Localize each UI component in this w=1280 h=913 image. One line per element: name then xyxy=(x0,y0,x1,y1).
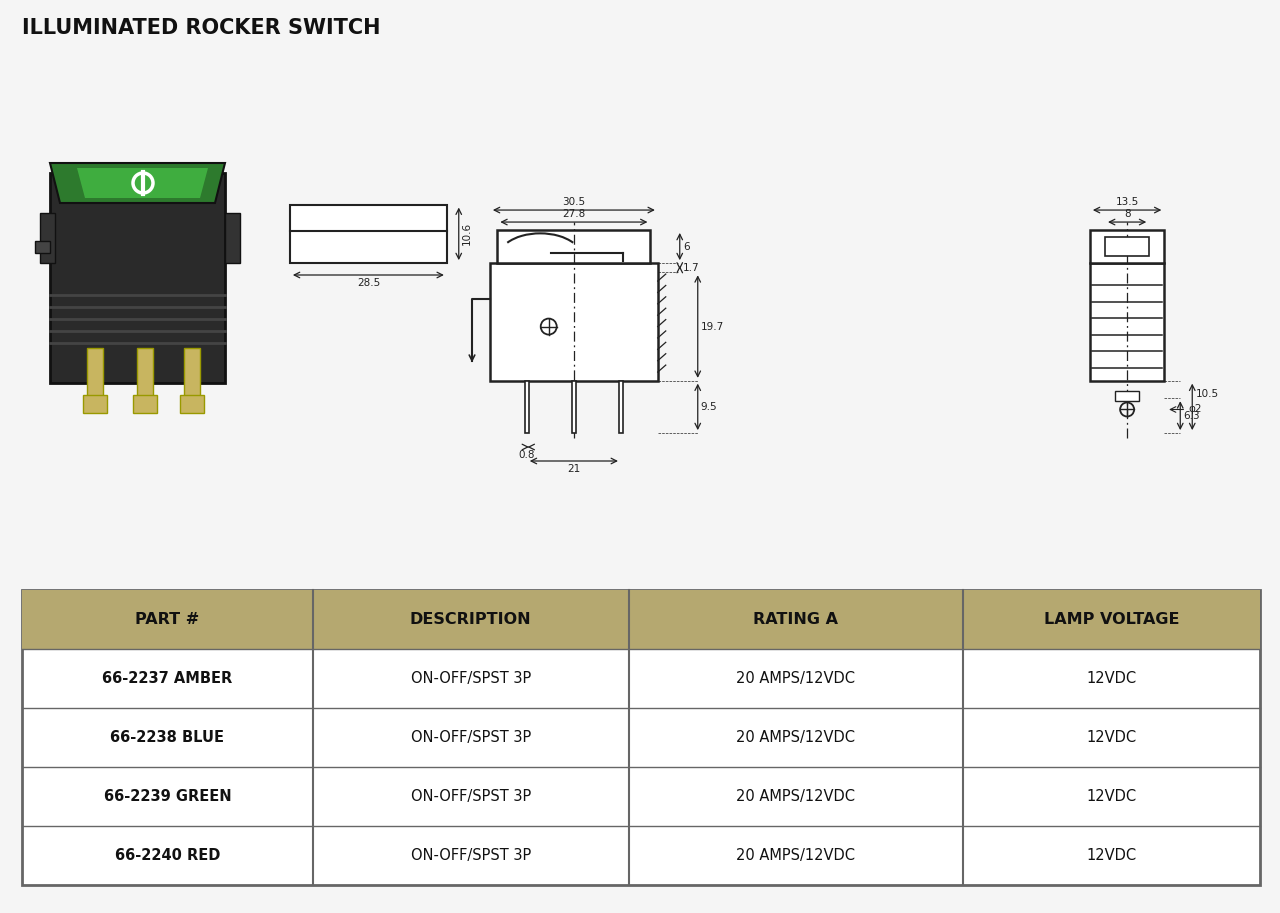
Bar xyxy=(87,348,102,403)
Bar xyxy=(1105,236,1149,257)
Text: RATING A: RATING A xyxy=(753,612,838,627)
Bar xyxy=(618,381,623,433)
Text: PART #: PART # xyxy=(136,612,200,627)
Bar xyxy=(498,230,650,263)
Bar xyxy=(83,395,108,413)
Text: LAMP VOLTAGE: LAMP VOLTAGE xyxy=(1043,612,1179,627)
Text: 20 AMPS/12VDC: 20 AMPS/12VDC xyxy=(736,789,855,804)
Text: 10.5: 10.5 xyxy=(1197,389,1220,399)
Bar xyxy=(490,263,658,381)
Bar xyxy=(22,590,1260,649)
Text: 20 AMPS/12VDC: 20 AMPS/12VDC xyxy=(736,671,855,686)
Text: 66-2237 AMBER: 66-2237 AMBER xyxy=(102,671,233,686)
Text: ON-OFF/SPST 3P: ON-OFF/SPST 3P xyxy=(411,848,531,863)
Text: 12VDC: 12VDC xyxy=(1087,671,1137,686)
Text: φ2: φ2 xyxy=(1188,404,1202,415)
Text: 8: 8 xyxy=(1124,209,1130,219)
Text: 9.5: 9.5 xyxy=(700,402,717,412)
Bar xyxy=(1115,391,1139,401)
Text: 66-2239 GREEN: 66-2239 GREEN xyxy=(104,789,232,804)
Bar xyxy=(1091,230,1165,263)
Bar xyxy=(40,213,55,263)
Text: 12VDC: 12VDC xyxy=(1087,789,1137,804)
Text: ON-OFF/SPST 3P: ON-OFF/SPST 3P xyxy=(411,789,531,804)
Bar xyxy=(1091,263,1165,381)
Text: 20 AMPS/12VDC: 20 AMPS/12VDC xyxy=(736,848,855,863)
Polygon shape xyxy=(77,168,207,198)
Text: 19.7: 19.7 xyxy=(700,321,724,331)
Bar xyxy=(137,348,154,403)
Text: 30.5: 30.5 xyxy=(562,197,585,207)
Text: ON-OFF/SPST 3P: ON-OFF/SPST 3P xyxy=(411,730,531,745)
Text: 28.5: 28.5 xyxy=(357,278,380,288)
Text: 12VDC: 12VDC xyxy=(1087,848,1137,863)
Text: 66-2238 BLUE: 66-2238 BLUE xyxy=(110,730,224,745)
Text: 6.3: 6.3 xyxy=(1183,411,1199,421)
Bar xyxy=(184,348,200,403)
Polygon shape xyxy=(50,163,225,203)
Text: 13.5: 13.5 xyxy=(1115,197,1139,207)
Text: 66-2240 RED: 66-2240 RED xyxy=(115,848,220,863)
Bar xyxy=(225,213,241,263)
Bar xyxy=(525,381,529,433)
Text: 6: 6 xyxy=(682,242,690,252)
Bar xyxy=(22,590,1260,885)
Bar xyxy=(572,381,576,433)
Text: 27.8: 27.8 xyxy=(562,209,585,219)
Text: 1.7: 1.7 xyxy=(682,263,699,273)
Bar xyxy=(35,241,50,253)
Bar xyxy=(180,395,204,413)
Text: 21: 21 xyxy=(567,464,581,474)
Text: 12VDC: 12VDC xyxy=(1087,730,1137,745)
Text: 20 AMPS/12VDC: 20 AMPS/12VDC xyxy=(736,730,855,745)
Text: DESCRIPTION: DESCRIPTION xyxy=(410,612,531,627)
Bar xyxy=(133,395,157,413)
Text: 10.6: 10.6 xyxy=(462,222,472,246)
Text: ILLUMINATED ROCKER SWITCH: ILLUMINATED ROCKER SWITCH xyxy=(22,18,380,38)
Bar xyxy=(50,173,225,383)
Text: ON-OFF/SPST 3P: ON-OFF/SPST 3P xyxy=(411,671,531,686)
Text: 0.8: 0.8 xyxy=(518,450,535,460)
Bar xyxy=(291,205,447,263)
